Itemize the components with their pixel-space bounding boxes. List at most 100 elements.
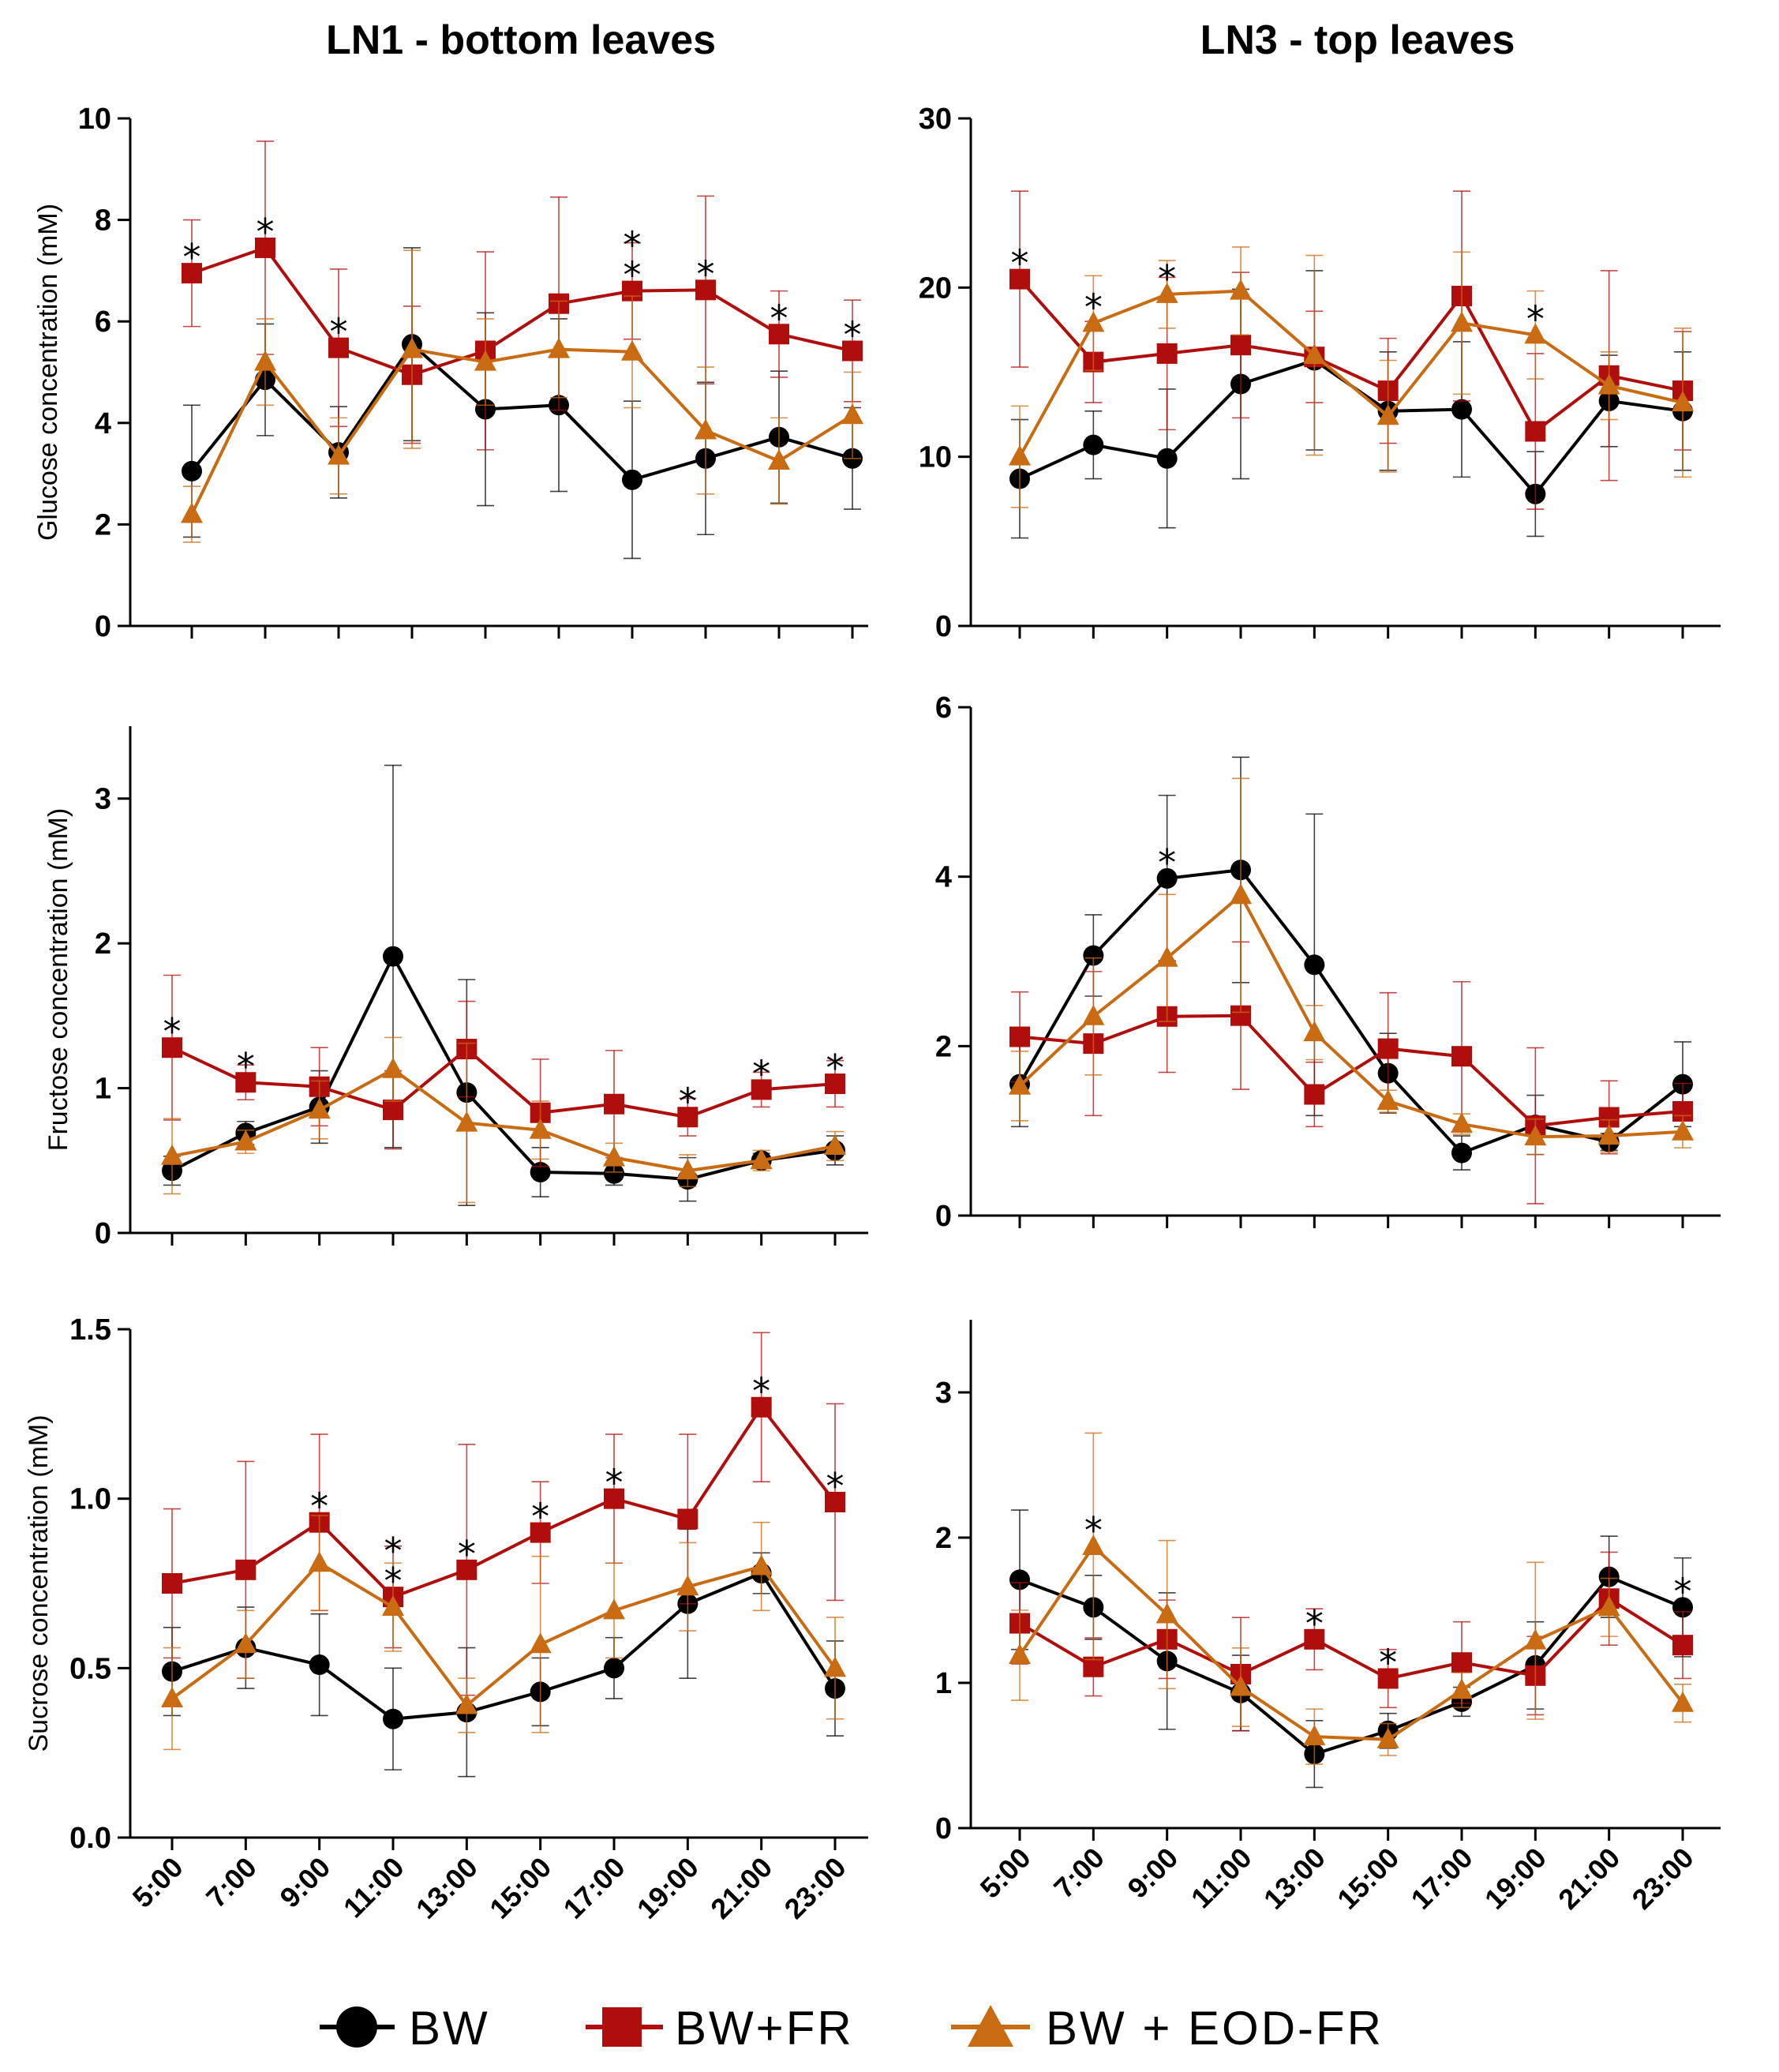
series-line [1018, 894, 1683, 1139]
series-bw-eod-fr [1009, 246, 1694, 508]
data-point [1009, 268, 1030, 290]
data-point [234, 1632, 257, 1654]
data-point [529, 1632, 552, 1654]
data-point [677, 1508, 698, 1530]
series-bw-eod-fr [1009, 1432, 1694, 1765]
data-point [1155, 1602, 1178, 1624]
series-line [1018, 289, 1683, 458]
significance-star: * [531, 1496, 549, 1538]
data-point [1304, 1628, 1325, 1650]
data-point [1230, 279, 1252, 300]
data-point [1082, 1534, 1105, 1556]
significance-star: * [844, 313, 862, 356]
data-point [382, 1595, 404, 1617]
significance-star: * [183, 236, 201, 279]
data-point [235, 1072, 257, 1093]
data-point [750, 1554, 773, 1576]
data-point [676, 1159, 699, 1180]
significance-star: * [826, 1465, 845, 1508]
data-point [1672, 1635, 1693, 1656]
y-axis-label: Glucose concentration (mM) [33, 204, 63, 541]
data-point [1376, 404, 1399, 425]
data-point [1083, 945, 1104, 966]
data-point [604, 1163, 624, 1184]
series-bw-fr [182, 141, 863, 451]
significance-star: * [310, 1486, 328, 1528]
significance-star: * [163, 1010, 182, 1053]
significance-star: * [237, 1045, 255, 1088]
series-bw-fr [162, 1332, 845, 1696]
y-tick-label: 1.0 [69, 1483, 111, 1516]
y-tick-label: 6 [935, 691, 952, 725]
significance-star: * [330, 311, 348, 354]
significance-star: * [679, 1080, 697, 1122]
x-tick-label: 5:00 [126, 1851, 189, 1914]
y-tick-label: 1.5 [69, 1313, 111, 1347]
data-point [1525, 421, 1546, 442]
data-point [455, 1693, 478, 1714]
legend-item-bw-fr: BW+FR [586, 2002, 852, 2055]
data-point [254, 350, 276, 371]
significance-star: * [752, 1370, 770, 1413]
panel-ln3-sucrose: 0 1 2 3 5:00 7:00 9:00 11:00 13:00 15:00 17:00 19:0… [935, 1320, 1721, 1916]
data-point [162, 1573, 182, 1594]
legend-label-bw: BW [409, 2002, 490, 2055]
data-point [621, 339, 643, 361]
data-point [1082, 311, 1105, 332]
series-line [190, 347, 854, 515]
series-line [171, 954, 836, 1182]
data-point [530, 1522, 551, 1543]
series-bw [162, 764, 845, 1206]
series-line [171, 1405, 837, 1599]
data-point [825, 1491, 845, 1512]
data-point [309, 1654, 330, 1676]
data-point [1156, 448, 1178, 469]
legend: BW BW+FR BW + EOD-FR [320, 2002, 1381, 2055]
x-tick-label: 15:00 [483, 1851, 557, 1925]
data-point [308, 1098, 331, 1119]
triangle-icon [968, 2005, 1013, 2047]
data-point [308, 1551, 331, 1572]
data-point [1524, 1628, 1547, 1650]
significance-star: * [384, 1530, 403, 1572]
data-point [604, 1488, 624, 1509]
data-point [1451, 1112, 1473, 1133]
data-point [1009, 1073, 1031, 1095]
data-point [1303, 1725, 1326, 1746]
data-point [1083, 434, 1104, 455]
x-tick-label: 23:00 [1626, 1842, 1700, 1916]
data-point [695, 279, 716, 301]
significance-star: * [826, 1047, 845, 1089]
data-point [824, 1656, 846, 1677]
significance-star: * [1379, 1641, 1397, 1684]
data-point [677, 1107, 698, 1128]
series-line [171, 1046, 836, 1119]
panel-ln3-glucose: LN3 - top leaves 0 10 20 30 * * * * [919, 17, 1721, 643]
data-point [401, 337, 423, 358]
significance-star: * [1084, 1509, 1103, 1552]
data-point [1672, 1597, 1693, 1618]
significance-star: * [624, 254, 642, 297]
data-point [1303, 343, 1326, 365]
y-tick-label: 10 [919, 441, 952, 474]
series-line [190, 343, 853, 481]
y-tick-label: 4 [95, 407, 111, 440]
panel-ln1-glucose: LN1 - bottom leaves 0 2 4 6 8 10 Glucose concen… [33, 17, 868, 643]
data-point [1451, 1652, 1472, 1673]
data-point [382, 1057, 404, 1078]
significance-star: * [624, 224, 642, 267]
data-point [328, 337, 349, 358]
data-point [474, 350, 496, 371]
series-line [1019, 1014, 1683, 1128]
series-line [191, 245, 853, 377]
y-tick-label: 0.5 [69, 1652, 111, 1685]
data-point [1304, 1084, 1325, 1105]
series-bw-eod-fr [1009, 777, 1694, 1156]
x-tick-label: 11:00 [337, 1851, 410, 1924]
data-point [622, 469, 642, 490]
x-tick-label: 5:00 [974, 1842, 1037, 1905]
data-point [455, 1111, 478, 1132]
series-line [1018, 868, 1684, 1155]
x-tick-label: 15:00 [1331, 1842, 1405, 1916]
data-point [768, 449, 790, 470]
